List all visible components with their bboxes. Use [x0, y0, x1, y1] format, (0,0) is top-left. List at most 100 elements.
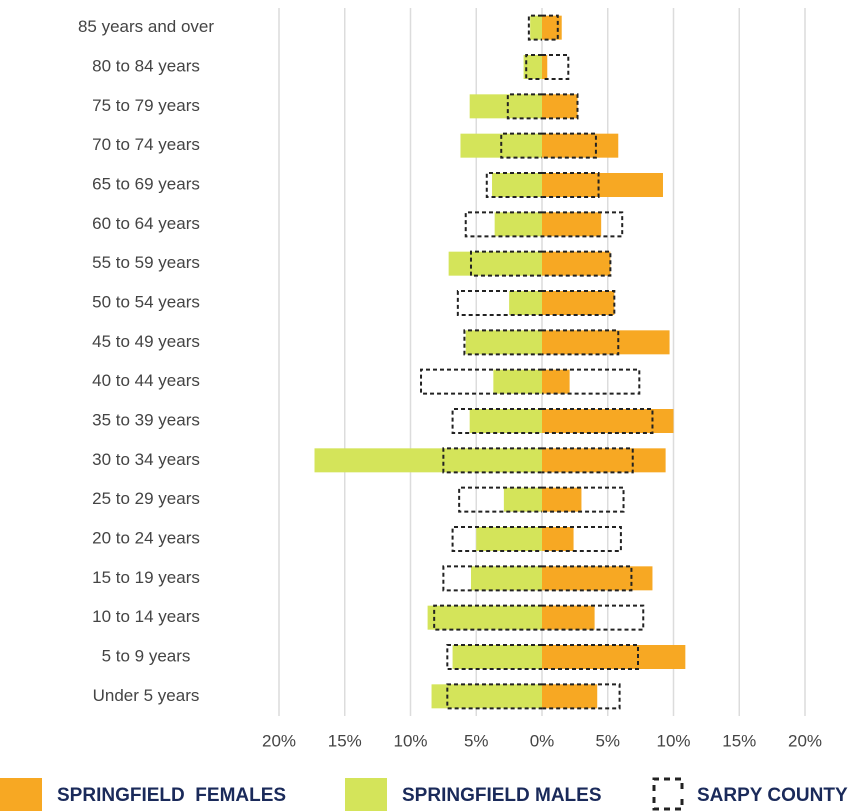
bar: [427, 605, 542, 630]
bar: [542, 133, 619, 158]
y-tick-label: 10 to 14 years: [92, 607, 200, 626]
sarpy-right: [542, 54, 570, 80]
bar: [503, 487, 542, 512]
sarpy-right: [542, 329, 620, 356]
bar: [542, 409, 674, 433]
bar: [542, 487, 582, 512]
y-tick-label: 20 to 24 years: [92, 528, 200, 547]
bar: [476, 527, 542, 551]
x-tick-label: 10%: [656, 731, 690, 750]
sarpy-left: [451, 408, 542, 434]
bar: [493, 369, 542, 394]
y-tick-label: 30 to 34 years: [92, 450, 200, 469]
bar: [542, 527, 574, 551]
legend-icon: [652, 777, 684, 811]
sarpy-left: [442, 565, 542, 592]
sarpy-right: [542, 604, 645, 631]
x-tick-label: 20%: [788, 731, 822, 750]
y-tick-label: 25 to 29 years: [92, 489, 200, 508]
legend-label: SPRINGFIELD MALES: [402, 785, 602, 806]
sarpy-left: [446, 683, 542, 710]
y-tick-label: 85 years and over: [78, 17, 214, 36]
bar: [542, 566, 653, 591]
bar: [523, 55, 542, 79]
bar: [542, 173, 663, 197]
bar: [542, 330, 670, 355]
bar: [314, 448, 542, 473]
bar: [448, 251, 542, 276]
sarpy-right: [542, 211, 624, 238]
x-tick-label: 15%: [328, 731, 362, 750]
sarpy-left: [420, 368, 542, 395]
sarpy-right: [542, 250, 612, 277]
bar: [492, 173, 542, 197]
y-tick-label: 60 to 64 years: [92, 214, 200, 233]
bar: [542, 291, 615, 315]
sarpy-right: [542, 93, 579, 120]
y-tick-label: 40 to 44 years: [92, 371, 200, 390]
y-tick-label: 45 to 49 years: [92, 332, 200, 351]
sarpy-left: [525, 54, 542, 80]
sarpy-left: [527, 14, 542, 41]
bar: [542, 645, 686, 669]
y-tick-label: 65 to 69 years: [92, 174, 200, 193]
y-tick-label: 55 to 59 years: [92, 253, 200, 272]
sarpy-left: [506, 93, 542, 120]
bar: [530, 15, 542, 40]
sarpy-right: [542, 368, 641, 395]
bar: [452, 645, 542, 669]
sarpy-left: [456, 290, 542, 316]
bar: [542, 251, 611, 276]
sarpy-right: [542, 408, 654, 434]
bar: [542, 212, 602, 237]
x-tick-label: 10%: [393, 731, 427, 750]
sarpy-right: [542, 172, 600, 198]
sarpy-left: [446, 644, 542, 670]
bar: [494, 212, 542, 237]
y-tick-label: Under 5 years: [93, 686, 200, 705]
sarpy-right: [542, 447, 634, 474]
bar: [469, 94, 542, 119]
sarpy-left: [500, 132, 542, 159]
sarpy-right: [542, 14, 559, 41]
y-tick-label: 75 to 79 years: [92, 96, 200, 115]
bar: [542, 369, 570, 394]
x-tick-label: 5%: [595, 731, 620, 750]
legend-label: SPRINGFIELD FEMALES: [57, 785, 286, 806]
x-tick-label: 0%: [530, 731, 555, 750]
y-tick-label: 80 to 84 years: [92, 56, 200, 75]
sarpy-right: [542, 526, 622, 552]
sarpy-left: [463, 329, 542, 356]
sarpy-right: [542, 486, 625, 513]
y-tick-label: 50 to 54 years: [92, 292, 200, 311]
x-tick-label: 20%: [262, 731, 296, 750]
sarpy-right: [542, 132, 597, 159]
sarpy-left: [442, 447, 542, 474]
legend-swatch: [0, 778, 42, 811]
x-tick-label: 15%: [722, 731, 756, 750]
sarpy-right: [542, 290, 616, 316]
bar: [470, 566, 542, 591]
sarpy-left: [469, 250, 542, 277]
sarpy-left: [458, 486, 542, 513]
bar: [542, 605, 595, 630]
bar: [542, 448, 666, 473]
sarpy-left: [433, 604, 542, 631]
sarpy-left: [485, 172, 542, 198]
sarpy-right: [542, 565, 633, 592]
bar: [469, 409, 542, 433]
y-tick-label: 70 to 74 years: [92, 135, 200, 154]
bar: [542, 55, 548, 79]
bar: [509, 291, 542, 315]
sarpy-right: [542, 683, 621, 710]
bar: [465, 330, 542, 355]
y-tick-label: 5 to 9 years: [102, 646, 191, 665]
sarpy-left: [464, 211, 542, 238]
sarpy-left: [451, 526, 542, 552]
legend-swatch: [345, 778, 387, 811]
bar: [542, 94, 578, 119]
bar: [431, 684, 542, 709]
y-tick-label: 15 to 19 years: [92, 568, 200, 587]
bar: [542, 684, 598, 709]
